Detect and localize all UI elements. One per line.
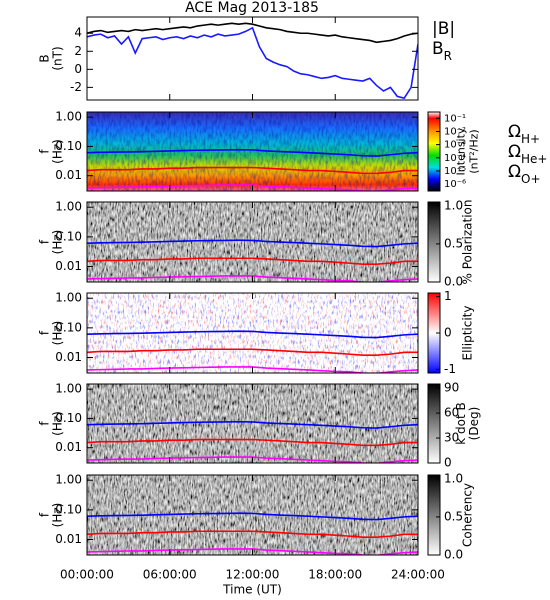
y-axis-label: (Hz) (51, 321, 65, 346)
legend-subscript: H+ (521, 132, 540, 146)
legend-label: BR (432, 39, 452, 63)
colorbar-tick-label: 0 (444, 456, 452, 470)
y-tick-label: 1.00 (55, 291, 82, 305)
colorbar-tick-label: 1.0 (444, 471, 463, 485)
y-axis-label: (Hz) (51, 503, 65, 528)
x-axis-label: Time (UT) (222, 583, 282, 597)
data-line (87, 512, 418, 521)
legend-label: |B| (432, 19, 455, 39)
data-line (87, 530, 418, 538)
y-tick-label: 4 (74, 26, 82, 40)
y-tick-label: 1.00 (55, 200, 82, 214)
data-line (87, 257, 418, 265)
legend-label: ΩO+ (508, 162, 541, 186)
y-axis-label: f (38, 239, 52, 244)
colorbar-tick-label: -1 (444, 362, 456, 376)
colorbar-tick-label: 0.5 (444, 236, 463, 250)
x-tick-label: 00:00:00 (60, 568, 114, 582)
y-axis-label: (nT) (51, 46, 65, 70)
y-tick-label: 2 (74, 44, 82, 58)
legend-name: Ω (508, 142, 521, 162)
y-axis-label: (Hz) (51, 139, 65, 164)
y-axis-label: (Hz) (51, 230, 65, 255)
colorbar-tick-label: 0.5 (444, 509, 463, 523)
y-tick-label: 1.00 (55, 110, 82, 124)
colorbar (427, 201, 441, 283)
colorbar-label: Coherency (461, 483, 475, 547)
legend-name: Ω (508, 162, 521, 182)
colorbar-label: (Deg) (467, 407, 481, 441)
colorbar-label: k dot B (454, 402, 468, 444)
y-axis-label: f (38, 330, 52, 335)
colorbar-tick-label: 0.0 (444, 548, 463, 562)
data-line (87, 330, 418, 339)
data-line (87, 275, 418, 282)
legend-subscript: O+ (521, 172, 541, 186)
colorbar-tick-label: 0.0 (444, 275, 463, 289)
data-line (87, 348, 418, 356)
legend-name: |B| (432, 19, 455, 39)
y-tick-label: 0.01 (55, 440, 82, 454)
y-tick-label: 0.10 (55, 502, 82, 516)
colorbar-label: Ellipticity (461, 306, 475, 361)
legend-name: Ω (508, 122, 521, 142)
colorbar-tick-label: 10⁻⁵ (444, 166, 466, 177)
colorbar-tick-label: 90 (444, 381, 459, 395)
y-tick-label: 0.01 (55, 532, 82, 546)
colorbar-label: % Polarization (461, 200, 475, 285)
legend-subscript: He+ (521, 152, 547, 166)
data-line (87, 438, 418, 447)
colorbar-tick-label: 10⁻² (444, 126, 466, 137)
y-tick-label: 0.01 (55, 168, 82, 182)
data-line (87, 239, 418, 248)
colorbar (427, 111, 441, 192)
chart-title: ACE Mag 2013-185 (185, 0, 319, 16)
legend-label: ΩHe+ (508, 142, 547, 166)
y-tick-label: 1.00 (55, 473, 82, 487)
y-tick-label: -2 (70, 80, 82, 94)
y-tick-label: 0.01 (55, 350, 82, 364)
y-tick-label: 0.01 (55, 259, 82, 273)
y-tick-label: 0.10 (55, 229, 82, 243)
y-axis-label: f (38, 512, 52, 517)
colorbar-label: (nT²/Hz) (468, 129, 481, 173)
data-line (87, 22, 418, 44)
colorbar-tick-label: 0 (444, 326, 452, 340)
x-tick-label: 06:00:00 (143, 568, 197, 582)
colorbar-label: Intensity (455, 127, 468, 175)
colorbar-tick-label: 1.0 (444, 198, 463, 212)
legend-subscript: R (444, 49, 452, 63)
data-line (87, 366, 418, 373)
data-line (87, 26, 418, 100)
legend-label: ΩH+ (508, 122, 540, 146)
x-tick-label: 24:00:00 (391, 568, 445, 582)
data-line (87, 148, 418, 157)
y-tick-label: 0.10 (55, 411, 82, 425)
colorbar-tick-label: 30 (444, 431, 459, 445)
colorbar (427, 474, 441, 556)
data-line (87, 548, 418, 555)
colorbar-tick-label: 10⁻⁶ (444, 179, 466, 190)
y-axis-label: B (38, 54, 52, 62)
colorbar-tick-label: 10⁻³ (444, 140, 466, 151)
colorbar (427, 383, 441, 464)
colorbar-tick-label: 10⁻¹ (444, 113, 466, 124)
colorbar-tick-label: 1 (444, 289, 452, 303)
colorbar-tick-label: 10⁻⁴ (444, 153, 466, 164)
y-axis-label: f (38, 421, 52, 426)
colorbar-tick-label: 60 (444, 406, 459, 420)
y-axis-label: (Hz) (51, 411, 65, 436)
x-tick-label: 18:00:00 (308, 568, 362, 582)
data-line (87, 166, 418, 175)
legend-name: B (432, 39, 444, 59)
y-tick-label: 1.00 (55, 382, 82, 396)
y-axis-label: f (38, 149, 52, 154)
x-tick-label: 12:00:00 (226, 568, 280, 582)
data-line (87, 420, 418, 429)
y-tick-label: 0.10 (55, 320, 82, 334)
y-tick-label: 0 (74, 62, 82, 76)
y-tick-label: 0.10 (55, 139, 82, 153)
